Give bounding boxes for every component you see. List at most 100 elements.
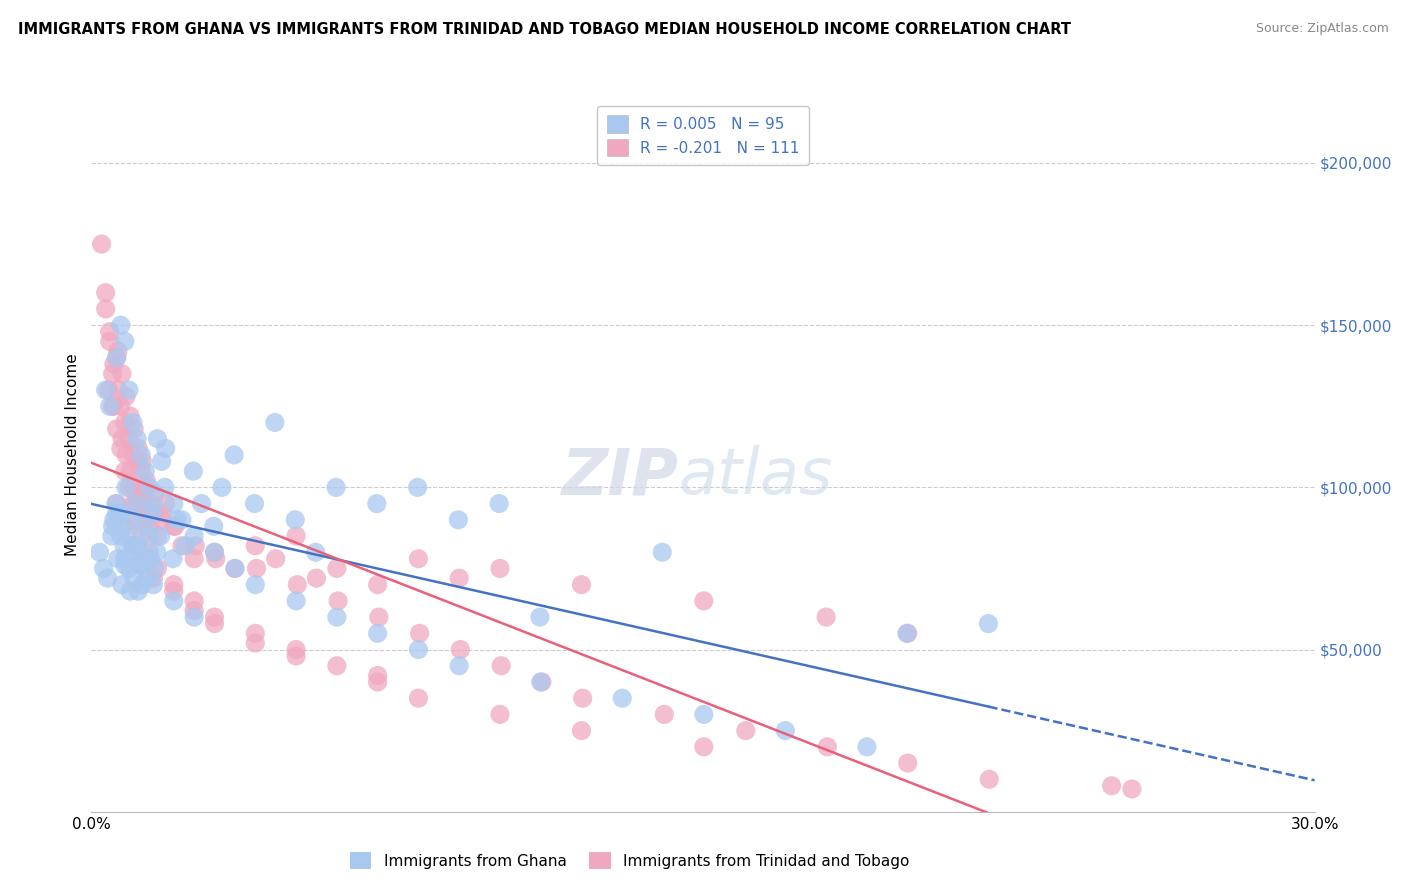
Point [129,448,152,462]
Point [110,442,132,456]
Point [110,399,132,413]
Point [285,648,308,663]
Point [146,432,169,446]
Point [285,529,308,543]
Point [94,301,117,316]
Point [245,577,267,591]
Point [114,551,136,566]
Point [105,351,128,365]
Text: IMMIGRANTS FROM GHANA VS IMMIGRANTS FROM TRINIDAD AND TOBAGO MEDIAN HOUSEHOLD IN: IMMIGRANTS FROM GHANA VS IMMIGRANTS FROM… [18,22,1071,37]
Point [204,616,226,631]
Point [245,561,267,575]
Point [815,739,838,754]
Point [204,545,226,559]
Point [127,487,149,501]
Point [152,506,174,520]
Point [304,545,326,559]
Point [138,529,160,543]
Point [204,545,226,559]
Legend: Immigrants from Ghana, Immigrants from Trinidad and Tobago: Immigrants from Ghana, Immigrants from T… [344,846,915,875]
Text: atlas: atlas [679,445,832,508]
Point [105,497,128,511]
Point [224,561,246,575]
Point [94,383,117,397]
Point [129,551,152,566]
Point [529,610,551,624]
Point [138,480,160,494]
Point [103,399,125,413]
Point [856,739,879,754]
Point [101,519,124,533]
Point [98,399,121,413]
Point [97,571,120,585]
Point [143,487,166,501]
Point [142,571,165,585]
Point [143,561,166,575]
Point [135,513,157,527]
Point [183,551,205,566]
Point [129,529,152,543]
Point [122,571,145,585]
Point [326,610,349,624]
Point [1101,779,1123,793]
Point [94,285,117,300]
Point [815,610,838,624]
Point [406,480,429,494]
Point [977,616,1000,631]
Point [127,584,149,599]
Point [129,558,152,573]
Point [163,594,186,608]
Point [326,594,349,608]
Point [107,551,129,566]
Point [101,367,124,381]
Point [146,529,169,543]
Point [222,448,246,462]
Point [146,561,169,575]
Point [243,497,266,511]
Point [107,383,129,397]
Point [134,480,156,494]
Point [489,561,512,575]
Point [114,416,136,430]
Point [170,539,193,553]
Point [305,571,328,585]
Point [98,334,121,349]
Point [326,561,349,575]
Point [183,529,205,543]
Point [97,383,120,397]
Point [408,626,430,640]
Point [139,551,162,566]
Point [103,357,125,371]
Point [122,422,145,436]
Point [367,626,389,640]
Point [367,675,389,690]
Point [105,351,128,365]
Point [124,497,146,511]
Text: Source: ZipAtlas.com: Source: ZipAtlas.com [1256,22,1389,36]
Point [105,506,128,520]
Point [103,513,125,527]
Point [408,551,430,566]
Point [326,658,349,673]
Point [896,626,918,640]
Point [135,474,157,488]
Point [101,529,124,543]
Point [155,442,177,456]
Point [120,409,142,423]
Point [114,519,136,533]
Point [163,519,186,533]
Point [163,584,186,599]
Point [131,497,153,511]
Point [449,571,471,585]
Point [367,577,389,591]
Point [114,558,136,573]
Point [979,772,1001,787]
Point [86,59,108,73]
Point [163,497,186,511]
Point [110,506,132,520]
Point [122,448,145,462]
Point [138,497,160,511]
Point [211,480,233,494]
Point [651,545,673,559]
Point [149,529,172,543]
